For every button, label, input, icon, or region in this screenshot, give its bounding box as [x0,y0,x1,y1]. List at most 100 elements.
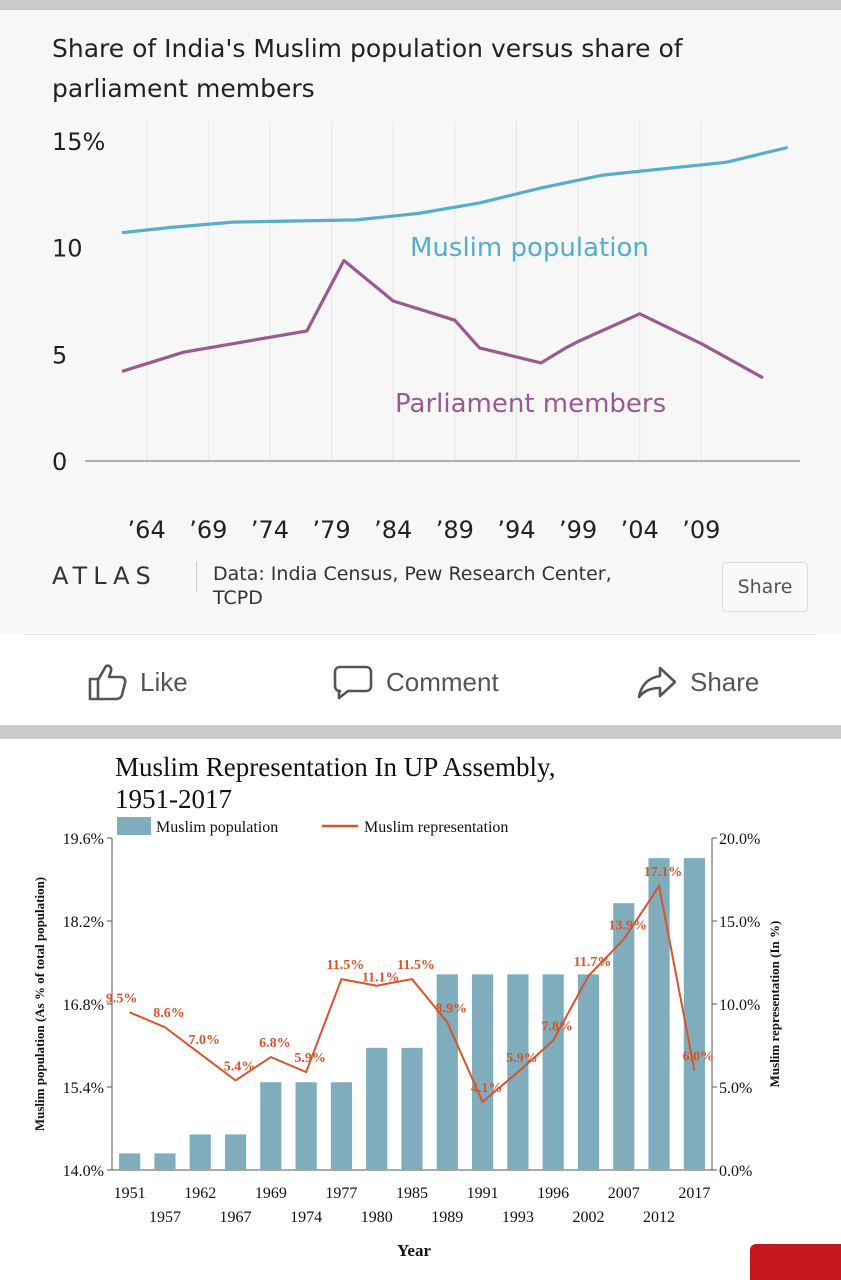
representation-data-label: 11.5% [327,958,365,973]
share-button[interactable]: Share [636,662,759,702]
population-vs-parliament-chart: Share of India's Muslim population versu… [52,34,800,544]
up-assembly-chart: Muslim Representation In UP Assembly,195… [22,748,788,1276]
legend-swatch-population [117,817,151,835]
x-tick-label: ’79 [312,516,350,544]
representation-data-label: 5.9% [506,1051,538,1066]
x-tick-label: 1996 [537,1185,569,1202]
x-tick-label: 1967 [220,1209,252,1226]
right-tick-label: 20.0% [719,831,760,848]
population-bar [401,1047,423,1170]
y-tick-label: 5 [52,341,67,369]
population-bar [648,858,670,1170]
representation-data-label: 5.4% [224,1059,256,1074]
x-tick-label: ’89 [436,516,474,544]
logo-separator [196,562,197,592]
x-tick-label: 1989 [431,1209,463,1226]
population-bar [260,1082,282,1170]
population-bar [577,974,600,1170]
population-bar [189,1134,211,1170]
atlas-logo[interactable]: ATLAS [52,562,157,590]
x-tick-label: ’09 [682,516,720,544]
share-arrow-icon [637,666,677,699]
x-tick-label: 1974 [290,1209,322,1226]
data-source: Data: India Census, Pew Research Center,… [213,562,683,610]
x-tick-label: 2002 [572,1209,604,1226]
representation-data-label: 8.6% [153,1006,185,1021]
representation-data-label: 11.1% [362,971,400,986]
x-tick-label: ’74 [251,516,289,544]
right-axis-title: Muslim representation (In %) [767,921,782,1088]
right-tick-label: 0.0% [719,1163,752,1180]
y-tick-label: 0 [52,448,67,476]
x-tick-label: ’64 [128,516,166,544]
left-axis-title: Muslim population (As % of total populat… [32,877,47,1131]
muslim-population-label: Muslim population [410,233,649,263]
x-tick-label: 1977 [325,1185,357,1202]
population-bar [683,858,705,1170]
population-bar [224,1134,247,1170]
x-tick-label: 1951 [114,1185,146,1202]
x-tick-label: ’94 [497,516,535,544]
left-tick-label: 16.8% [63,997,104,1014]
data-source-line-2: TCPD [213,587,263,609]
x-tick-label: 1993 [502,1209,534,1226]
population-bar [613,903,635,1170]
chart-title-line-1: Share of India's Muslim population versu… [52,34,684,63]
representation-data-label: 11.5% [397,958,435,973]
population-bar [119,1153,141,1170]
data-source-line-1: Data: India Census, Pew Research Center, [213,563,612,585]
red-corner-badge [750,1244,841,1280]
population-bar [154,1153,176,1170]
representation-data-label: 7.8% [541,1020,573,1035]
representation-data-label: 13.9% [609,918,648,933]
population-bar [472,974,494,1170]
like-label: Like [140,666,188,697]
representation-data-label: 11.7% [574,955,612,970]
left-tick-label: 18.2% [63,914,104,931]
left-tick-label: 15.4% [63,1080,104,1097]
x-tick-label: 1957 [149,1209,181,1226]
left-tick-label: 14.0% [63,1163,104,1180]
representation-data-label: 4.1% [471,1081,503,1096]
legend-label-population: Muslim population [156,819,278,836]
x-tick-label: 1980 [361,1209,393,1226]
population-bar [295,1082,317,1170]
post-separator [0,725,841,739]
x-tick-label: 2017 [678,1185,710,1202]
x-tick-label: 1969 [255,1185,287,1202]
chart-title-line-2: parliament members [52,74,315,103]
x-tick-label: ’04 [621,516,659,544]
x-tick-label: 1962 [184,1185,216,1202]
x-tick-label: ’99 [559,516,597,544]
representation-data-label: 8.9% [436,1001,468,1016]
like-button[interactable]: Like [86,662,188,702]
representation-data-label: 6.8% [259,1036,291,1051]
right-tick-label: 5.0% [719,1080,752,1097]
comment-icon [333,665,373,700]
x-tick-label: 2012 [643,1209,675,1226]
chart-card [0,10,841,633]
chart-title-line-2: 1951-2017 [115,784,232,814]
left-tick-label: 19.6% [63,831,104,848]
population-bar [436,974,458,1170]
representation-data-label: 6.0% [683,1049,715,1064]
x-tick-label: 1991 [467,1185,499,1202]
x-tick-label: 2007 [608,1185,640,1202]
representation-data-label: 9.5% [106,991,138,1006]
muslim-population-line [121,145,789,235]
chart-share-button[interactable]: Share [722,562,808,612]
x-tick-label: 1985 [396,1185,428,1202]
chart-title-line-1: Muslim Representation In UP Assembly, [115,752,555,782]
representation-data-label: 7.0% [188,1033,220,1048]
population-bar [330,1082,352,1170]
comment-button[interactable]: Comment [332,662,499,702]
x-axis-title: Year [397,1241,431,1260]
right-tick-label: 15.0% [719,914,760,931]
thumbs-up-icon [88,664,127,701]
post-divider [25,634,816,635]
population-bar [542,974,564,1170]
representation-data-label: 17.1% [644,865,683,880]
representation-line [129,883,696,1104]
parliament-members-line [121,258,764,380]
y-tick-label: 10 [52,235,83,263]
